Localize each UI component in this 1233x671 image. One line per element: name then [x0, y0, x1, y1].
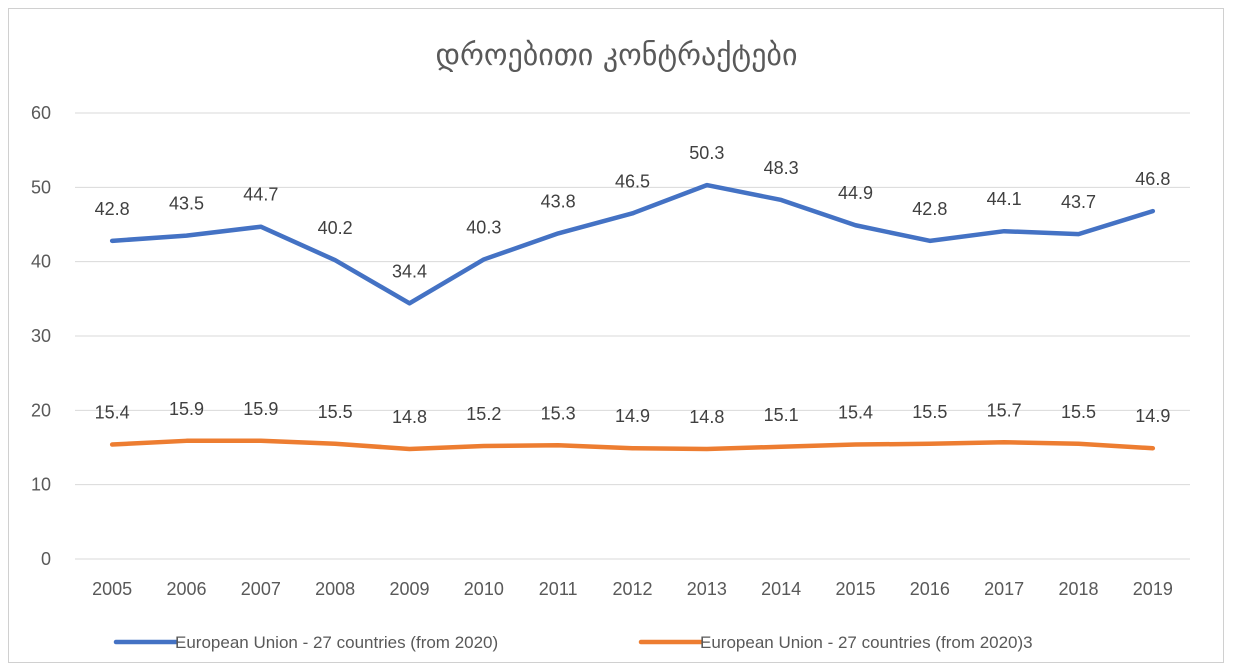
data-label: 14.9	[615, 406, 650, 426]
data-label: 44.9	[838, 183, 873, 203]
x-tick-label: 2005	[92, 579, 132, 599]
data-label: 15.9	[243, 399, 278, 419]
data-label: 15.9	[169, 399, 204, 419]
chart-title: დროებითი კონტრაქტები	[435, 38, 798, 73]
data-label: 15.3	[541, 403, 576, 423]
series-line	[109, 438, 1156, 452]
x-tick-label: 2017	[984, 579, 1024, 599]
data-label: 43.7	[1061, 192, 1096, 212]
data-label: 48.3	[764, 158, 799, 178]
series-group	[109, 182, 1156, 452]
data-label: 43.8	[541, 191, 576, 211]
data-label: 15.7	[987, 400, 1022, 420]
data-label: 40.2	[318, 218, 353, 238]
legend: European Union - 27 countries (from 2020…	[113, 633, 1033, 652]
y-tick-label: 60	[31, 103, 51, 123]
data-label: 14.8	[392, 407, 427, 427]
data-labels: 42.8 43.5 44.7 40.2 34.4 40.3 43.8 46.5 50.3 48.3…	[95, 143, 1171, 427]
x-tick-label: 2011	[539, 579, 578, 599]
gridlines	[75, 112, 1190, 560]
data-label: 15.5	[1061, 402, 1096, 422]
x-tick-label: 2006	[166, 579, 206, 599]
data-label: 15.4	[838, 403, 873, 423]
data-label: 15.4	[95, 403, 130, 423]
y-axis: 0 10 20 30 40 50 60	[31, 103, 51, 569]
data-label: 14.8	[689, 407, 724, 427]
data-label: 34.4	[392, 261, 427, 281]
x-tick-label: 2007	[241, 579, 281, 599]
x-axis: 2005 2006 2007 2008 2009 2010 2011 2012 2013 2014…	[92, 579, 1173, 599]
x-tick-label: 2012	[612, 579, 652, 599]
y-tick-label: 20	[31, 400, 51, 420]
data-label: 15.5	[318, 402, 353, 422]
data-label: 43.5	[169, 194, 204, 214]
y-tick-label: 10	[31, 475, 51, 495]
x-tick-label: 2015	[835, 579, 875, 599]
data-label: 50.3	[689, 143, 724, 163]
x-tick-label: 2010	[464, 579, 504, 599]
y-tick-label: 40	[31, 252, 51, 272]
x-tick-label: 2018	[1058, 579, 1098, 599]
data-label: 46.8	[1135, 169, 1170, 189]
data-label: 42.8	[912, 199, 947, 219]
legend-label: European Union - 27 countries (from 2020…	[175, 633, 498, 652]
x-tick-label: 2019	[1133, 579, 1173, 599]
data-label: 15.1	[764, 405, 799, 425]
y-tick-label: 50	[31, 177, 51, 197]
data-label: 14.9	[1135, 406, 1170, 426]
x-tick-label: 2014	[761, 579, 801, 599]
data-label: 46.5	[615, 171, 650, 191]
legend-label: European Union - 27 countries (from 2020…	[700, 633, 1033, 652]
x-tick-label: 2013	[687, 579, 727, 599]
data-label: 40.3	[466, 217, 501, 237]
data-label: 42.8	[95, 199, 130, 219]
x-tick-label: 2016	[910, 579, 950, 599]
y-tick-label: 30	[31, 326, 51, 346]
y-tick-label: 0	[41, 549, 51, 569]
data-label: 44.7	[243, 185, 278, 205]
x-tick-label: 2009	[389, 579, 429, 599]
x-tick-label: 2008	[315, 579, 355, 599]
data-label: 44.1	[987, 189, 1022, 209]
data-label: 15.2	[466, 404, 501, 424]
data-label: 15.5	[912, 402, 947, 422]
